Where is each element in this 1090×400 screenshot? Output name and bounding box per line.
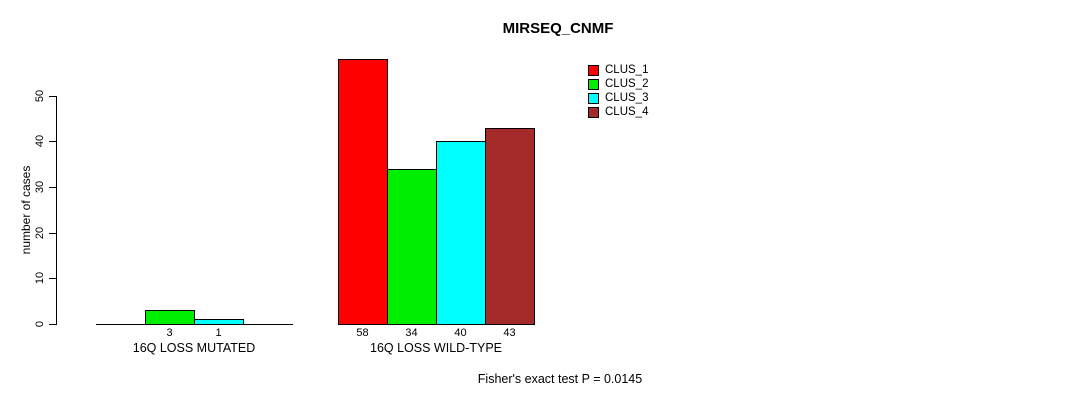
bar-clus_1 [338,59,388,325]
bar-clus_2 [387,169,437,325]
bar-clus_2 [145,310,195,325]
y-axis-tick-label: 40 [34,135,46,148]
bar-value-label: 43 [503,327,516,339]
y-axis-tick-label: 10 [34,272,46,285]
bar-value-label: 34 [405,327,418,339]
x-category-label: 16Q LOSS MUTATED [132,341,256,355]
legend-swatch-icon [588,106,599,118]
y-axis-line [56,95,57,325]
bar-value-label: 1 [215,327,222,339]
legend-swatch-icon [588,78,599,90]
y-axis-tick-label: 20 [34,226,46,239]
legend: CLUS_1 CLUS_2 CLUS_3 CLUS_4 [588,63,648,119]
legend-swatch-icon [588,92,599,104]
y-axis-tick [49,324,56,325]
legend-entry-clus_1: CLUS_1 [588,63,648,77]
legend-label: CLUS_1 [605,64,649,76]
y-axis-tick-label: 50 [34,89,46,102]
bar-zero-clus_1 [96,324,146,325]
bar-zero-clus_4 [243,324,293,325]
bar-value-label: 3 [166,327,173,339]
bar-clus_4 [485,128,535,325]
legend-entry-clus_3: CLUS_3 [588,91,648,105]
y-axis-tick [49,232,56,234]
bar-value-label: 40 [454,327,467,339]
x-category-label: 16Q LOSS WILD-TYPE [370,341,502,355]
y-axis-label: number of cases [19,165,33,255]
legend-swatch-icon [588,64,599,76]
legend-label: CLUS_4 [605,106,649,118]
stat-test-annotation: Fisher's exact test P = 0.0145 [477,372,643,386]
chart-title: MIRSEQ_CNMF [502,20,614,37]
bar-value-label: 58 [356,327,369,339]
legend-entry-clus_4: CLUS_4 [588,105,648,119]
y-axis-tick [49,141,56,143]
y-axis-tick [49,95,56,97]
bar-clus_3 [436,141,486,325]
y-axis-tick [49,186,56,188]
y-axis-tick-label: 0 [34,320,46,328]
legend-label: CLUS_3 [605,92,649,104]
legend-entry-clus_2: CLUS_2 [588,77,648,91]
y-axis-tick [49,278,56,280]
bar-clus_3 [194,319,244,325]
legend-label: CLUS_2 [605,78,649,90]
y-axis-tick-label: 30 [34,180,46,194]
